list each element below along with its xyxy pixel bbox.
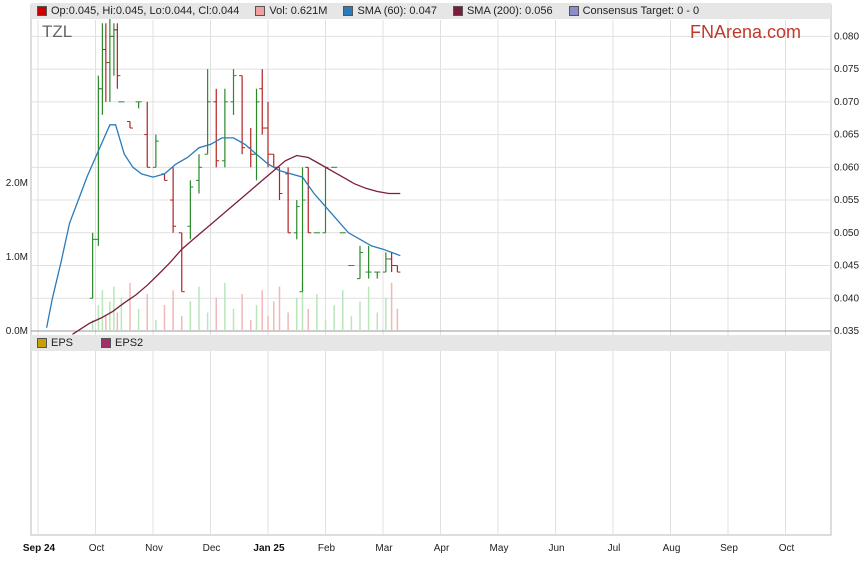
legend-volume: Vol: 0.621M xyxy=(255,5,327,17)
legend-eps: EPS EPS2 xyxy=(31,335,831,351)
ohlc-bar xyxy=(170,167,177,233)
date-tick-label: Feb xyxy=(318,543,336,554)
legend-label: Vol: 0.621M xyxy=(269,5,328,17)
legend-top: Op:0.045, Hi:0.045, Lo:0.044, Cl:0.044 V… xyxy=(31,3,831,19)
legend-swatch xyxy=(101,338,112,348)
legend-eps2-item: EPS2 xyxy=(101,337,143,349)
price-tick-label: 0.035 xyxy=(834,326,859,337)
price-tick-label: 0.070 xyxy=(834,97,859,108)
date-tick-label: Apr xyxy=(434,543,450,554)
ohlc-bar xyxy=(204,69,211,155)
date-tick-label: May xyxy=(490,543,509,554)
price-tick-label: 0.080 xyxy=(834,31,859,42)
legend-swatch xyxy=(37,338,47,348)
price-axis: 0.035 0.040 0.045 0.050 0.055 0.060 0.065 0.070… xyxy=(834,31,859,337)
legend-label: EPS2 xyxy=(115,337,144,349)
brand-logo: FNArena.com xyxy=(690,22,802,42)
date-tick-label: Oct xyxy=(779,543,795,554)
legend-label: Consensus Target: 0 - 0 xyxy=(582,5,700,17)
ohlc-bar xyxy=(382,252,389,273)
price-tick-label: 0.050 xyxy=(834,228,859,239)
ohlc-bar xyxy=(285,167,292,234)
ohlc-bar xyxy=(178,232,185,293)
ohlc-bar xyxy=(394,265,401,273)
legend-label: SMA (200): 0.056 xyxy=(466,5,553,17)
date-tick-label: Dec xyxy=(203,543,221,554)
ohlc-bar xyxy=(187,180,194,240)
ohlc-bar xyxy=(293,200,300,240)
volume-tick-label: 0.0M xyxy=(6,326,28,337)
ohlc-bar xyxy=(221,88,228,168)
date-tick-label: Sep 24 xyxy=(23,543,56,554)
price-tick-label: 0.075 xyxy=(834,64,859,75)
price-tick-label: 0.040 xyxy=(834,293,859,304)
ohlc-bar xyxy=(196,154,202,194)
grid xyxy=(31,20,831,535)
plot-frame xyxy=(30,4,832,536)
ohlc-bar xyxy=(259,69,266,135)
date-tick-label: Nov xyxy=(145,543,163,554)
ohlc-bar xyxy=(388,252,395,273)
ohlc-bar xyxy=(144,101,151,168)
legend-label: Op:0.045, Hi:0.045, Lo:0.044, Cl:0.044 xyxy=(51,5,240,17)
ticker-label: TZL xyxy=(42,22,73,41)
legend-label: EPS xyxy=(51,337,74,349)
ohlc-bar xyxy=(265,101,271,168)
ohlc-bar xyxy=(89,232,96,299)
volume-tick-label: 2.0M xyxy=(6,178,28,189)
ohlc-bar xyxy=(127,120,133,129)
date-tick-label: Jan 25 xyxy=(253,543,285,554)
ohlc-bar xyxy=(114,23,121,89)
sma60-line xyxy=(45,124,401,328)
legend-swatch xyxy=(255,6,266,16)
legend-sma200: SMA (200): 0.056 xyxy=(452,5,553,17)
ohlc-bar xyxy=(365,245,372,279)
ohlc-bar xyxy=(305,166,312,234)
volume-bars xyxy=(91,282,399,331)
legend-swatch xyxy=(568,6,579,16)
legend-consensus: Consensus Target: 0 - 0 xyxy=(568,5,700,17)
ohlc-bar xyxy=(357,245,363,280)
legend-eps-item: EPS xyxy=(37,337,73,349)
ohlc-bar xyxy=(213,88,220,168)
legend-swatch xyxy=(37,6,47,16)
ohlc-bar xyxy=(239,75,246,155)
ohlc-bar xyxy=(135,101,142,109)
date-tick-label: Jul xyxy=(608,543,621,554)
ohlc-bar xyxy=(230,69,237,115)
price-tick-label: 0.060 xyxy=(834,162,859,173)
ohlc-bar xyxy=(299,167,306,293)
date-tick-label: Oct xyxy=(89,543,105,554)
volume-axis: 0.0M 1.0M 2.0M xyxy=(6,178,28,337)
sma200-line xyxy=(72,154,401,335)
date-tick-label: Jun xyxy=(548,543,564,554)
legend-ohlc: Op:0.045, Hi:0.045, Lo:0.044, Cl:0.044 xyxy=(37,5,239,17)
date-tick-label: Aug xyxy=(663,543,681,554)
ohlc-bar xyxy=(152,134,159,168)
legend-swatch xyxy=(343,6,354,16)
legend-label: SMA (60): 0.047 xyxy=(357,5,437,17)
legend-sma60: SMA (60): 0.047 xyxy=(343,5,437,17)
volume-tick-label: 1.0M xyxy=(6,252,28,263)
date-axis: Sep 24 Oct Nov Dec Jan 25 Feb Mar Apr May Jun Jul A… xyxy=(23,543,795,554)
ohlc-bar xyxy=(374,271,381,279)
price-tick-label: 0.045 xyxy=(834,261,859,272)
date-tick-label: Mar xyxy=(375,543,393,554)
legend-swatch xyxy=(452,6,463,16)
price-tick-label: 0.065 xyxy=(834,130,859,141)
price-tick-label: 0.055 xyxy=(834,195,859,206)
date-tick-label: Sep xyxy=(720,543,738,554)
